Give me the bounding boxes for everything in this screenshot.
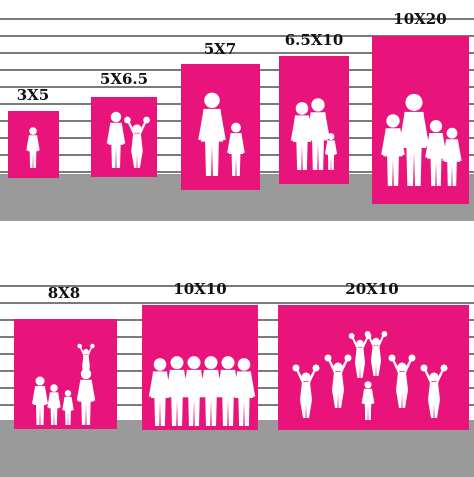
backdrop-10x20 bbox=[372, 36, 469, 204]
backdrop-6-5x10 bbox=[279, 56, 349, 184]
size-label-10x20: 10X20 bbox=[393, 10, 446, 28]
size-label-10x10: 10X10 bbox=[173, 280, 226, 298]
size-label-5x7: 5X7 bbox=[204, 40, 237, 58]
size-label-6-5x10: 6.5X10 bbox=[285, 31, 344, 49]
backdrop-5x6-5 bbox=[91, 97, 157, 177]
backdrop-10x10 bbox=[142, 305, 258, 430]
backdrop-8x8 bbox=[14, 319, 117, 429]
size-label-8x8: 8X8 bbox=[48, 284, 81, 302]
size-label-3x5: 3X5 bbox=[17, 86, 50, 104]
backdrop-3x5 bbox=[8, 111, 59, 178]
size-label-5x6-5: 5X6.5 bbox=[100, 70, 148, 88]
size-label-20x10: 20X10 bbox=[345, 280, 398, 298]
backdrop-20x10 bbox=[278, 305, 469, 430]
backdrop-5x7 bbox=[181, 64, 260, 190]
